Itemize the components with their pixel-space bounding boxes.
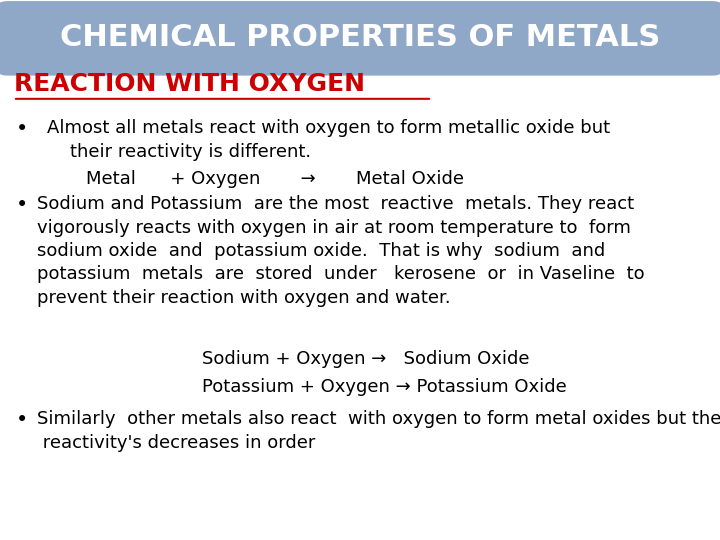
Text: CHEMICAL PROPERTIES OF METALS: CHEMICAL PROPERTIES OF METALS xyxy=(60,23,660,52)
Text: Sodium + Oxygen →   Sodium Oxide: Sodium + Oxygen → Sodium Oxide xyxy=(202,350,529,368)
Text: Potassium + Oxygen → Potassium Oxide: Potassium + Oxygen → Potassium Oxide xyxy=(202,378,567,396)
FancyBboxPatch shape xyxy=(0,1,720,76)
Text: Sodium and Potassium  are the most  reactive  metals. They react
vigorously reac: Sodium and Potassium are the most reacti… xyxy=(37,195,645,307)
Text: Similarly  other metals also react  with oxygen to form metal oxides but their
 : Similarly other metals also react with o… xyxy=(37,410,720,452)
Text: •: • xyxy=(16,119,28,139)
Text: •: • xyxy=(16,195,28,215)
Text: •: • xyxy=(16,410,28,430)
Text: Almost all metals react with oxygen to form metallic oxide but
    their reactiv: Almost all metals react with oxygen to f… xyxy=(47,119,610,161)
Text: Metal      + Oxygen       →       Metal Oxide: Metal + Oxygen → Metal Oxide xyxy=(86,170,464,188)
Text: REACTION WITH OXYGEN: REACTION WITH OXYGEN xyxy=(14,72,365,96)
